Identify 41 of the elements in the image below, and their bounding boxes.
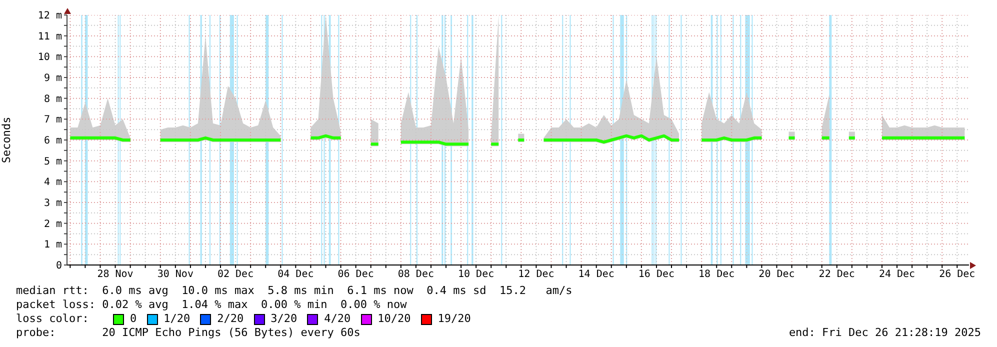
x-tick-label: 24 Dec — [878, 269, 916, 280]
y-tick-label: 10 m — [38, 52, 62, 64]
x-tick-label: 26 Dec — [939, 269, 976, 280]
x-tick-label: 20 Dec — [758, 269, 795, 280]
x-tick-label: 10 Dec — [458, 269, 494, 280]
x-tick-label: 28 Nov — [97, 269, 134, 280]
y-tick-label: 8 m — [44, 94, 62, 105]
text: packet loss: 0.02 % avg 1.04 % max 0.00 % min 0.00 % now — [16, 298, 408, 312]
x-tick-label: 08 Dec — [398, 269, 434, 280]
y-tick-label: 2 m — [44, 218, 62, 230]
y-tick-label: 7 m — [44, 114, 62, 126]
x-tick-label: 18 Dec — [698, 269, 735, 280]
legend-label: 19/20 — [438, 312, 471, 326]
x-tick-label: 22 Dec — [818, 269, 855, 280]
x-tick-label: 30 Nov — [157, 269, 194, 280]
y-tick-label: 12 m — [38, 10, 62, 22]
text: end: Fri Dec 26 21:28:19 2025 — [788, 326, 981, 340]
legend-label: 2/20 — [217, 312, 244, 326]
x-tick-label: 04 Dec — [278, 269, 314, 280]
y-tick-label: 5 m — [44, 156, 62, 168]
legend-label: 3/20 — [270, 312, 298, 326]
y-axis-title: Seconds — [0, 116, 13, 164]
y-tick-label: 1 m — [44, 240, 62, 251]
text: probe: 20 ICMP Echo Pings (56 Bytes) every 60s — [16, 326, 360, 340]
x-tick-label: 16 Dec — [638, 269, 675, 280]
y-tick-label: 6 m — [44, 136, 62, 147]
text: median rtt: 6.0 ms avg 10.0 ms max 5.8 ms min 6.1 ms now 0.4 ms sd 15.2 am/s — [16, 284, 574, 298]
x-tick-label: 12 Dec — [518, 269, 554, 280]
x-tick-label: 06 Dec — [338, 269, 374, 280]
legend-label: 10/20 — [378, 312, 411, 326]
y-tick-label: 3 m — [44, 198, 62, 210]
y-tick-label: 11 m — [38, 31, 62, 42]
legend-label: 1/20 — [164, 312, 190, 326]
y-tick-label: 9 m — [44, 73, 62, 84]
y-tick-label: 0 — [56, 260, 62, 272]
legend-title: loss color: — [16, 312, 90, 326]
x-tick-label: 02 Dec — [217, 269, 254, 280]
legend-label: 4/20 — [324, 312, 351, 326]
y-tick-label: 4 m — [44, 177, 62, 188]
x-tick-label: 14 Dec — [578, 269, 614, 280]
legend-label: 0 — [130, 312, 137, 326]
